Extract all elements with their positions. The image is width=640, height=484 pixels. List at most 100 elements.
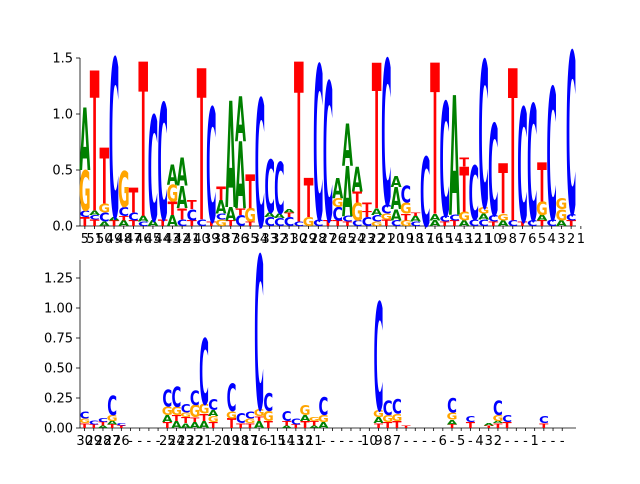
logo-letter-T: T xyxy=(109,219,119,228)
x-tick-label: 29 xyxy=(86,434,103,449)
x-tick-label: - xyxy=(211,434,216,449)
logo-letter-C: C xyxy=(282,410,292,425)
logo-letter-C: C xyxy=(469,218,479,229)
x-tick-label: - xyxy=(266,434,271,449)
logo-letter-A: A xyxy=(274,213,286,220)
logo-letter-T: T xyxy=(466,421,476,431)
logo-letter-T: T xyxy=(411,212,422,217)
logo-letter-A: A xyxy=(410,214,421,223)
x-tick-label: 21 xyxy=(378,232,395,247)
logo-letter-A: A xyxy=(332,174,343,205)
logo-letter-A: A xyxy=(225,73,236,242)
logo-letter-C: C xyxy=(284,216,294,230)
x-tick-label: 10 xyxy=(361,434,378,449)
logo-letter-C: C xyxy=(410,220,420,227)
logo-letter-C: C xyxy=(313,218,323,229)
logo-letter-C: C xyxy=(420,139,430,250)
logo-letter-A: A xyxy=(352,161,363,200)
x-tick-label: 14 xyxy=(446,232,463,247)
logo-letter-G: G xyxy=(400,200,412,218)
logo-letter-C: C xyxy=(148,88,158,255)
x-tick-label: 2 xyxy=(494,434,502,449)
logo-letter-G: G xyxy=(332,197,344,211)
logo-letter-C: C xyxy=(323,44,333,265)
logo-letter-C: C xyxy=(254,215,264,459)
logo-letter-C: C xyxy=(119,206,129,220)
logo-letter-T: T xyxy=(206,220,216,227)
logo-letter-A: A xyxy=(180,422,191,429)
x-tick-label: - xyxy=(551,434,556,449)
x-tick-label: 1 xyxy=(577,232,585,247)
logo-letter-G: G xyxy=(478,205,490,216)
logo-letter-A: A xyxy=(98,425,109,429)
logo-letter-T: T xyxy=(374,422,384,429)
x-tick-label: - xyxy=(339,434,344,449)
logo-letter-C: C xyxy=(263,389,273,418)
logo-letter-C: C xyxy=(199,321,209,426)
logo-letter-C: C xyxy=(235,212,245,230)
logo-letter-C: C xyxy=(465,415,475,425)
x-tick-label: 16 xyxy=(427,232,444,247)
logo-letter-G: G xyxy=(199,403,210,418)
logo-letter-C: C xyxy=(157,71,167,257)
x-tick-label: - xyxy=(505,434,510,449)
logo-letter-C: C xyxy=(255,65,265,268)
logo-letter-C: C xyxy=(80,409,90,421)
logo-letter-T: T xyxy=(362,201,372,215)
x-tick-label: 8 xyxy=(384,434,392,449)
logo-letter-C: C xyxy=(294,220,304,227)
x-tick-label: 20 xyxy=(214,434,231,449)
logo-letter-C: C xyxy=(478,21,488,255)
x-tick-label: 8 xyxy=(509,232,517,247)
logo-letter-T: T xyxy=(440,220,450,227)
logo-letter-T: T xyxy=(304,169,314,231)
logo-letter-A: A xyxy=(373,416,384,426)
logo-letter-A: A xyxy=(79,90,90,190)
x-tick-label: 22 xyxy=(368,232,385,247)
y-tick-label: 0.25 xyxy=(44,392,73,407)
y-tick-label: 1.00 xyxy=(44,302,73,317)
x-tick-label: - xyxy=(137,434,142,449)
x-tick-label: 6 xyxy=(528,232,536,247)
logo-letter-A: A xyxy=(254,419,265,431)
logo-letter-G: G xyxy=(371,220,383,227)
logo-letter-C: C xyxy=(109,17,119,270)
x-tick-label: - xyxy=(560,434,565,449)
logo-letter-T: T xyxy=(199,412,208,424)
x-tick-label: 15 xyxy=(269,434,286,449)
logo-letter-T: T xyxy=(89,424,98,429)
logo-letter-A: A xyxy=(300,413,311,423)
x-tick-label: 28 xyxy=(95,434,112,449)
logo-letter-A: A xyxy=(536,213,547,222)
x-tick-label: 17 xyxy=(242,434,259,449)
logo-letter-A: A xyxy=(225,204,236,225)
logo-letter-C: C xyxy=(391,219,401,228)
x-tick-label: 9 xyxy=(374,434,382,449)
x-tick-label: 31 xyxy=(281,232,298,247)
logo-letter-A: A xyxy=(484,423,495,427)
logo-letter-G: G xyxy=(458,210,470,224)
logo-letter-C: C xyxy=(374,272,384,445)
logo-letter-A: A xyxy=(109,216,121,221)
logo-letter-A: A xyxy=(309,425,320,429)
x-tick-label: 23 xyxy=(177,434,194,449)
x-tick-label: 4 xyxy=(475,434,483,449)
logo-letter-G: G xyxy=(98,202,110,216)
x-tick-label: 2 xyxy=(567,232,575,247)
y-tick-label: 0.0 xyxy=(52,220,73,235)
x-tick-label: 11 xyxy=(306,434,323,449)
y-tick-label: 0.75 xyxy=(44,332,73,347)
x-tick-label: - xyxy=(147,434,152,449)
logo-letter-T: T xyxy=(402,425,412,429)
x-tick-label: - xyxy=(523,434,528,449)
logo-letter-G: G xyxy=(391,412,402,424)
logo-letter-T: T xyxy=(352,189,362,207)
logo-letter-A: A xyxy=(208,409,219,419)
logo-letter-T: T xyxy=(282,420,292,427)
x-tick-label: 4 xyxy=(548,232,556,247)
logo-letter-G: G xyxy=(167,180,179,208)
logo-letter-A: A xyxy=(162,413,173,425)
x-tick-label: 42 xyxy=(174,232,191,247)
x-tick-label: 36 xyxy=(232,232,249,247)
